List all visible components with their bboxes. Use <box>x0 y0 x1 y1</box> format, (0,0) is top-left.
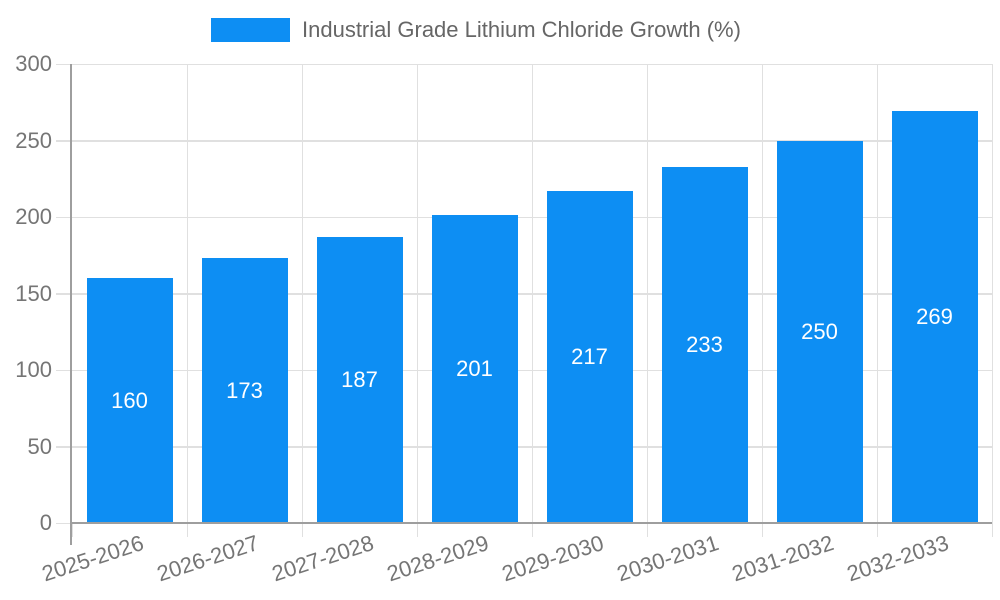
x-tick-label: 2029-2030 <box>499 530 607 587</box>
v-gridline <box>301 64 303 523</box>
bar[interactable]: 250 <box>776 140 863 523</box>
y-axis-tick <box>56 522 72 524</box>
bar[interactable]: 187 <box>316 236 403 523</box>
x-axis-tick <box>761 523 763 537</box>
x-axis-tick <box>186 523 188 537</box>
bar-value-label: 187 <box>341 366 378 392</box>
bar-value-label: 201 <box>456 356 493 382</box>
v-gridline <box>531 64 533 523</box>
bar[interactable]: 269 <box>891 111 978 523</box>
x-axis-tick <box>876 523 878 537</box>
x-tick-label: 2032-2033 <box>844 530 952 587</box>
legend-label: Industrial Grade Lithium Chloride Growth… <box>302 17 741 42</box>
x-axis-line <box>70 522 992 524</box>
x-tick-label: 2028-2029 <box>384 530 492 587</box>
x-tick-label: 2027-2028 <box>269 530 377 587</box>
bar[interactable]: 160 <box>86 278 173 523</box>
bar[interactable]: 233 <box>661 166 748 523</box>
y-axis-tick <box>56 293 72 295</box>
bar-value-label: 233 <box>686 331 723 357</box>
v-gridline <box>416 64 418 523</box>
x-axis-tick <box>71 523 73 537</box>
x-axis-tick <box>991 523 993 537</box>
x-tick-label: 2031-2032 <box>729 530 837 587</box>
v-gridline <box>991 64 993 523</box>
x-axis-tick <box>646 523 648 537</box>
bar-value-label: 173 <box>226 377 263 403</box>
v-gridline <box>186 64 188 523</box>
bar[interactable]: 217 <box>546 190 633 523</box>
bar-value-label: 217 <box>571 343 608 369</box>
bar-value-label: 250 <box>801 318 838 344</box>
x-tick-label: 2030-2031 <box>614 530 722 587</box>
v-gridline <box>876 64 878 523</box>
y-axis-tick <box>56 216 72 218</box>
y-axis-tick <box>56 446 72 448</box>
v-gridline <box>646 64 648 523</box>
y-tick-label: 300 <box>15 51 52 76</box>
x-axis-tick <box>531 523 533 537</box>
x-axis-tick <box>301 523 303 537</box>
bar-value-label: 269 <box>916 304 953 330</box>
y-tick-label: 200 <box>15 204 52 229</box>
y-axis-tick <box>56 140 72 142</box>
y-tick-label: 100 <box>15 357 52 382</box>
y-tick-label: 50 <box>27 433 52 459</box>
bar-value-label: 160 <box>111 387 148 413</box>
v-gridline <box>761 64 763 523</box>
y-axis-tick <box>56 369 72 371</box>
x-axis-tick <box>416 523 418 537</box>
y-tick-label: 150 <box>15 280 52 306</box>
bar[interactable]: 173 <box>201 258 288 523</box>
y-tick-label: 250 <box>15 127 52 153</box>
bar[interactable]: 201 <box>431 215 518 523</box>
x-tick-label: 2025-2026 <box>39 530 147 587</box>
y-axis-line <box>70 64 72 545</box>
x-tick-label: 2026-2027 <box>154 530 262 587</box>
y-tick-label: 0 <box>39 510 52 535</box>
y-axis-tick <box>56 63 72 65</box>
legend[interactable]: Industrial Grade Lithium Chloride Growth… <box>211 17 741 43</box>
legend-swatch-icon <box>211 18 290 42</box>
